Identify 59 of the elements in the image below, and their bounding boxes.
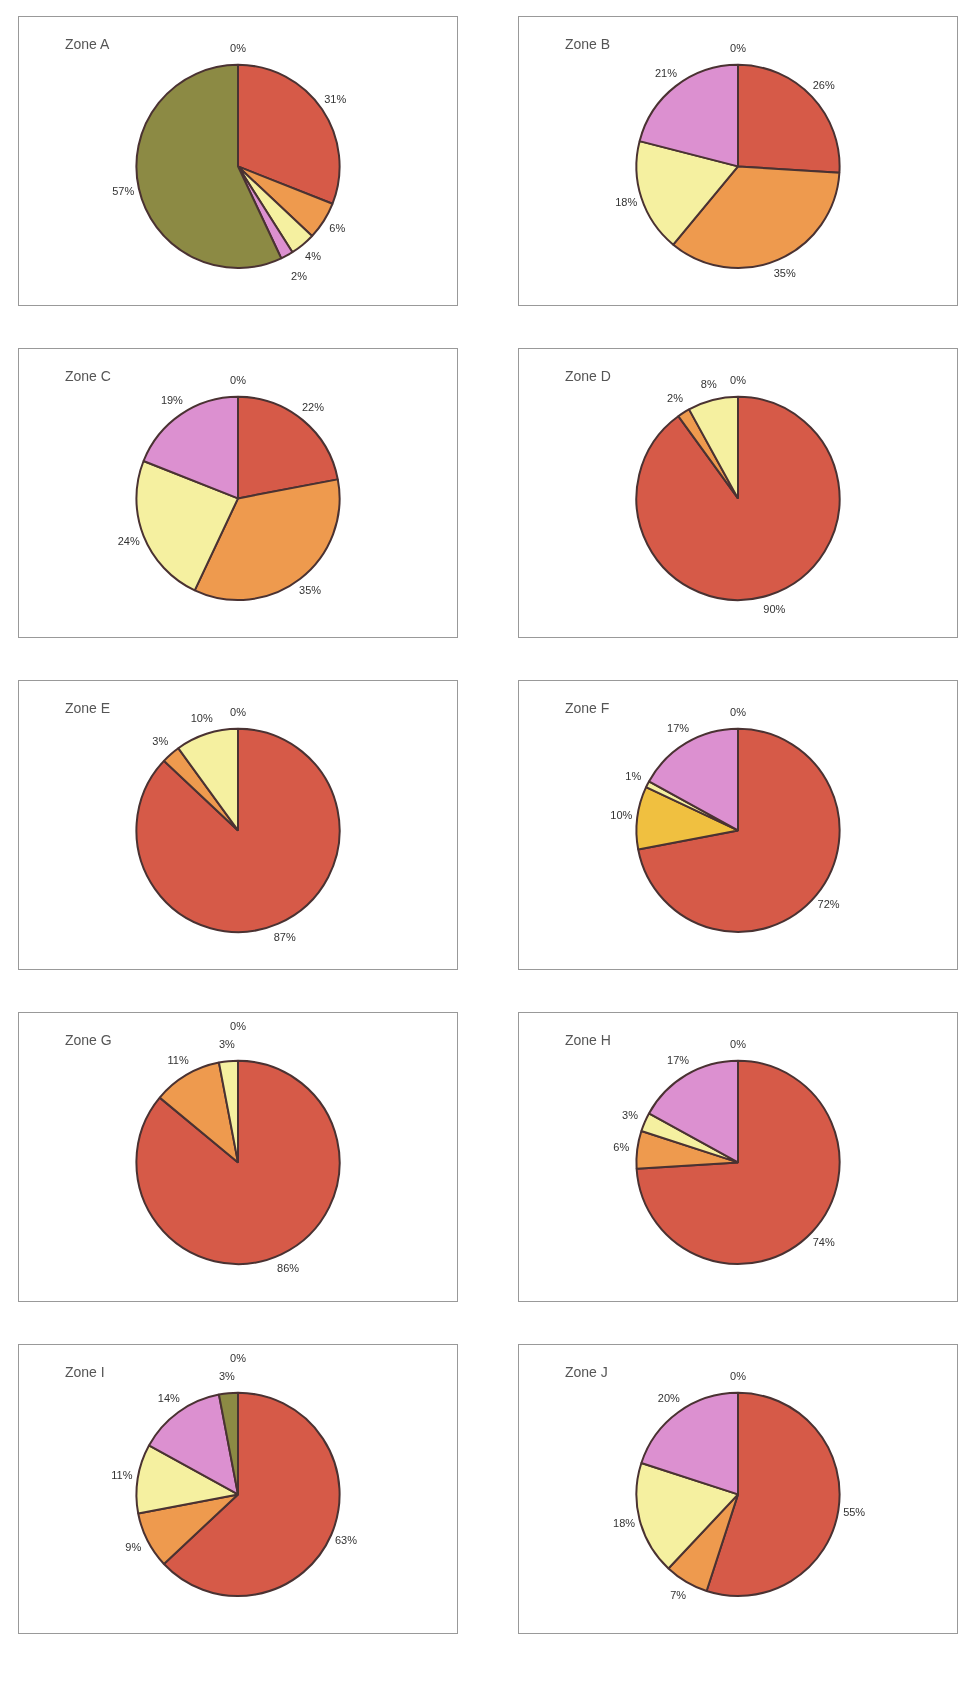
- text: 0%: [730, 705, 746, 718]
- chart-title: Zone A: [65, 36, 111, 53]
- data-label: 10%: [610, 808, 633, 821]
- text: 0%: [230, 1351, 246, 1364]
- data-label: 55%: [843, 1505, 866, 1518]
- data-label: 3%: [218, 1370, 236, 1383]
- text: 0%: [730, 1037, 746, 1050]
- data-label: 21%: [654, 66, 678, 79]
- chart-title: Zone G: [65, 1032, 112, 1049]
- data-label: 9%: [125, 1540, 142, 1553]
- data-label: 86%: [277, 1261, 300, 1274]
- data-label: 3%: [218, 1038, 236, 1051]
- chart-title: Zone D: [565, 368, 611, 385]
- chart-title: Zone C: [65, 368, 111, 385]
- chart-title: Zone I: [65, 1364, 105, 1381]
- text: 0%: [730, 373, 746, 386]
- chart-title: Zone H: [565, 1032, 611, 1049]
- data-label: 6%: [613, 1140, 630, 1153]
- text: 0%: [230, 41, 246, 54]
- data-label: 18%: [615, 195, 638, 208]
- data-label: 3%: [152, 735, 169, 748]
- text: 0%: [230, 705, 246, 718]
- text: 0%: [730, 1369, 746, 1382]
- data-label: 72%: [817, 898, 840, 911]
- data-label: 11%: [167, 1054, 189, 1067]
- chart-title: Zone J: [565, 1364, 608, 1381]
- data-label: 90%: [763, 603, 786, 616]
- data-label: 20%: [657, 1392, 681, 1405]
- data-label: 17%: [667, 722, 690, 735]
- data-label: 26%: [812, 78, 835, 91]
- data-label: 2%: [667, 392, 684, 405]
- data-label: 18%: [613, 1516, 636, 1529]
- text: 0%: [730, 41, 746, 54]
- text: 0%: [230, 373, 246, 386]
- data-label: 6%: [329, 222, 346, 235]
- data-label: 17%: [667, 1054, 690, 1067]
- data-label: 24%: [117, 534, 140, 547]
- chart-title: Zone E: [65, 700, 111, 717]
- data-label: 7%: [670, 1588, 687, 1601]
- data-label: 87%: [273, 931, 296, 944]
- data-label: 35%: [773, 267, 796, 280]
- data-label: 22%: [301, 400, 325, 413]
- data-label: 74%: [812, 1235, 835, 1248]
- data-label: 2%: [291, 270, 308, 283]
- chart-title: Zone F: [565, 700, 610, 717]
- data-label: 1%: [625, 770, 642, 783]
- data-label: 4%: [305, 250, 322, 263]
- data-label: 11%: [111, 1469, 133, 1482]
- data-label: 8%: [700, 377, 717, 390]
- data-label: 19%: [160, 394, 184, 407]
- data-label: 3%: [622, 1108, 639, 1121]
- data-label: 10%: [190, 711, 213, 724]
- data-label: 63%: [334, 1534, 358, 1547]
- data-label: 35%: [299, 584, 322, 597]
- data-label: 14%: [157, 1392, 181, 1405]
- text: 0%: [230, 1019, 246, 1032]
- data-label: 57%: [112, 185, 135, 198]
- chart-title: Zone B: [565, 36, 611, 53]
- data-label: 31%: [324, 93, 347, 106]
